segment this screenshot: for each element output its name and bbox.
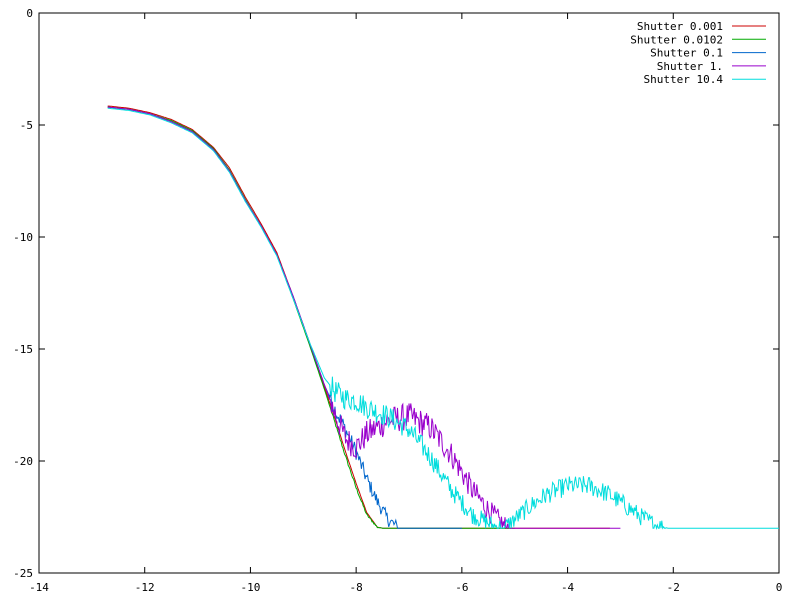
x-tick-label: -8 xyxy=(350,581,363,594)
legend-label: Shutter 0.1 xyxy=(650,47,723,60)
x-tick-label: -2 xyxy=(667,581,680,594)
y-tick-label: -5 xyxy=(20,119,33,132)
x-tick-label: -14 xyxy=(29,581,49,594)
legend-label: Shutter 10.4 xyxy=(644,73,724,86)
x-tick-label: -4 xyxy=(561,581,575,594)
axis-ticks: -14 -12 -10 -8 -6 -4 -2 00-5-10-15-20-25 xyxy=(13,7,782,594)
y-tick-label: 0 xyxy=(26,7,33,20)
y-tick-label: -10 xyxy=(13,231,33,244)
x-tick-label: -6 xyxy=(455,581,468,594)
series-line-3 xyxy=(107,106,621,530)
y-tick-label: -20 xyxy=(13,455,33,468)
x-tick-label: -12 xyxy=(135,581,155,594)
y-tick-label: -15 xyxy=(13,343,33,356)
x-tick-label: -10 xyxy=(240,581,260,594)
legend-label: Shutter 1. xyxy=(657,60,723,73)
series-line-2 xyxy=(107,106,462,529)
series-line-4 xyxy=(107,107,779,531)
y-tick-label: -25 xyxy=(13,567,33,580)
series-lines xyxy=(107,105,779,531)
legend-label: Shutter 0.001 xyxy=(637,20,723,33)
legend-label: Shutter 0.0102 xyxy=(630,33,723,46)
x-tick-label: 0 xyxy=(776,581,783,594)
plot-frame xyxy=(38,12,780,574)
series-line-0 xyxy=(107,105,610,529)
